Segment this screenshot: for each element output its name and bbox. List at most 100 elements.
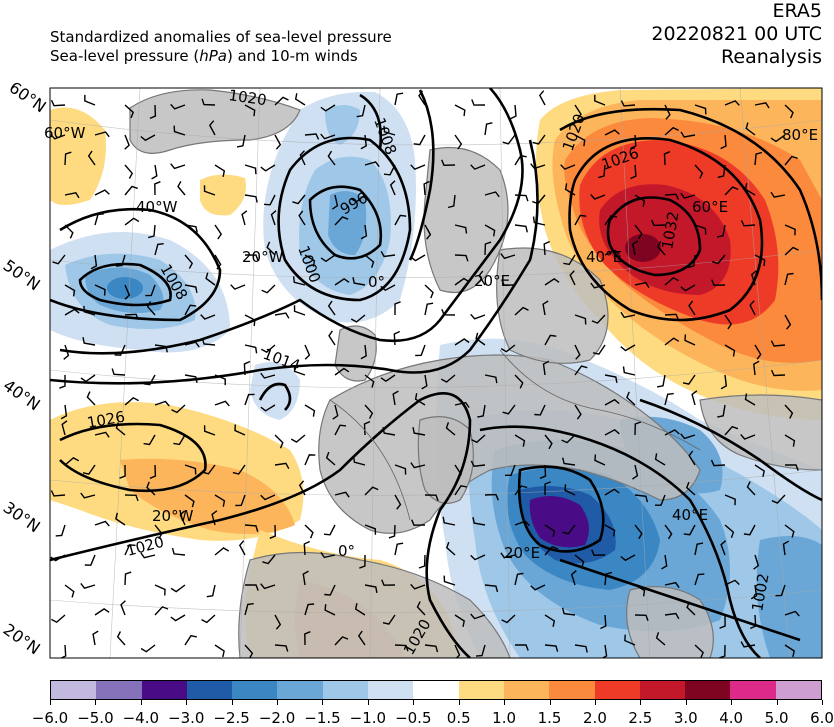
wind-barb <box>754 464 765 478</box>
wind-barb <box>299 150 306 166</box>
wind-barb <box>332 404 339 420</box>
wind-barb <box>214 644 225 658</box>
wind-barbs <box>50 90 800 658</box>
wind-barb <box>532 216 546 226</box>
wind-barb <box>454 224 468 234</box>
wind-barb <box>543 240 550 256</box>
wind-barb <box>770 369 786 377</box>
wind-barb <box>124 134 130 150</box>
wind-barb <box>59 375 66 389</box>
wind-barb <box>784 644 795 658</box>
wind-barb <box>173 125 186 136</box>
colorbar-segment <box>232 681 278 699</box>
colorbar-tick-mark <box>413 700 415 705</box>
wind-barb <box>364 524 377 535</box>
wind-barb <box>184 254 194 269</box>
wind-barb <box>381 579 396 586</box>
wind-barb <box>214 494 226 507</box>
wind-barb <box>423 180 430 196</box>
wind-barb <box>718 644 726 658</box>
wind-barb <box>184 224 198 233</box>
colorbar-segment <box>458 681 504 699</box>
wind-barb <box>293 305 306 316</box>
wind-barb <box>94 520 110 527</box>
wind-barb <box>298 210 306 226</box>
wind-barb <box>664 581 680 589</box>
wind-barb <box>80 582 96 590</box>
colorbar-tick-label: −4.0 <box>122 709 160 727</box>
wind-barb <box>477 404 486 418</box>
wind-barb <box>214 400 230 407</box>
wind-barb <box>634 421 642 436</box>
colorbar-tick-label: 1.5 <box>537 709 562 727</box>
wind-barb <box>364 404 374 419</box>
wind-barb <box>154 584 166 596</box>
wind-barb <box>691 390 698 406</box>
wind-barb <box>304 631 311 646</box>
wind-barb <box>50 490 66 497</box>
wind-barb <box>334 424 347 436</box>
wind-barb <box>634 494 649 503</box>
wind-barb <box>592 344 606 355</box>
wind-barb <box>90 254 98 270</box>
wind-barb <box>502 134 516 145</box>
wind-barb <box>64 584 75 598</box>
wind-barb <box>530 163 546 170</box>
wind-barb <box>544 524 556 537</box>
wind-barb <box>590 194 606 200</box>
wind-barb <box>120 600 126 616</box>
latitude-label: 40°N <box>0 376 44 415</box>
wind-barb <box>124 185 138 196</box>
colorbar-tick-label: −2.5 <box>213 709 250 727</box>
wind-barb <box>784 314 792 330</box>
colorbar-tick-label: −0.5 <box>395 709 432 727</box>
colorbar-segment <box>186 681 233 699</box>
wind-barb <box>86 391 96 406</box>
colorbar-tick-mark <box>277 700 279 705</box>
colorbar-segment <box>141 681 187 699</box>
wind-barb <box>410 583 426 590</box>
wind-barb <box>754 344 762 360</box>
model-name: ERA5 <box>772 0 822 22</box>
wind-barb <box>146 481 156 496</box>
colorbar-tick-label: 5.0 <box>764 709 789 727</box>
wind-barb <box>55 524 66 537</box>
wind-barb <box>421 374 428 390</box>
wind-barb <box>230 284 246 290</box>
wind-barb <box>630 164 637 180</box>
wind-barb <box>532 134 546 145</box>
wind-barb <box>441 159 456 167</box>
wind-barb <box>234 424 246 436</box>
wind-barb <box>200 314 216 320</box>
wind-barb <box>320 254 336 263</box>
colorbar-tick-label: 0.5 <box>446 709 471 727</box>
colorbar-tick-label: −1.5 <box>304 709 341 727</box>
wind-barb <box>514 154 527 166</box>
wind-barb <box>591 549 606 556</box>
wind-barb <box>50 133 66 140</box>
wind-barb <box>784 246 799 256</box>
wind-barb <box>356 104 366 118</box>
wind-barb <box>655 494 666 506</box>
wind-barb <box>320 104 336 112</box>
wind-barb <box>260 344 276 353</box>
wind-barb <box>500 344 516 353</box>
wind-barb <box>235 494 246 507</box>
colorbar-tick-mark <box>50 700 51 705</box>
wind-barb <box>63 344 70 360</box>
wind-barb <box>52 254 66 265</box>
wind-barb <box>214 374 226 386</box>
wind-barb <box>710 459 726 467</box>
wind-barb <box>274 312 290 319</box>
wind-barb <box>650 219 666 227</box>
wind-barb <box>753 360 760 376</box>
latitude-label: 50°N <box>0 256 44 295</box>
wind-barb <box>663 150 671 166</box>
colorbar-segment <box>277 681 323 699</box>
wind-barb <box>470 460 486 467</box>
wind-barb <box>720 374 728 390</box>
wind-barb <box>782 540 790 556</box>
wind-barb <box>574 404 582 420</box>
title-line-2: Sea-level pressure (hPa) and 10-m winds <box>50 47 392 66</box>
